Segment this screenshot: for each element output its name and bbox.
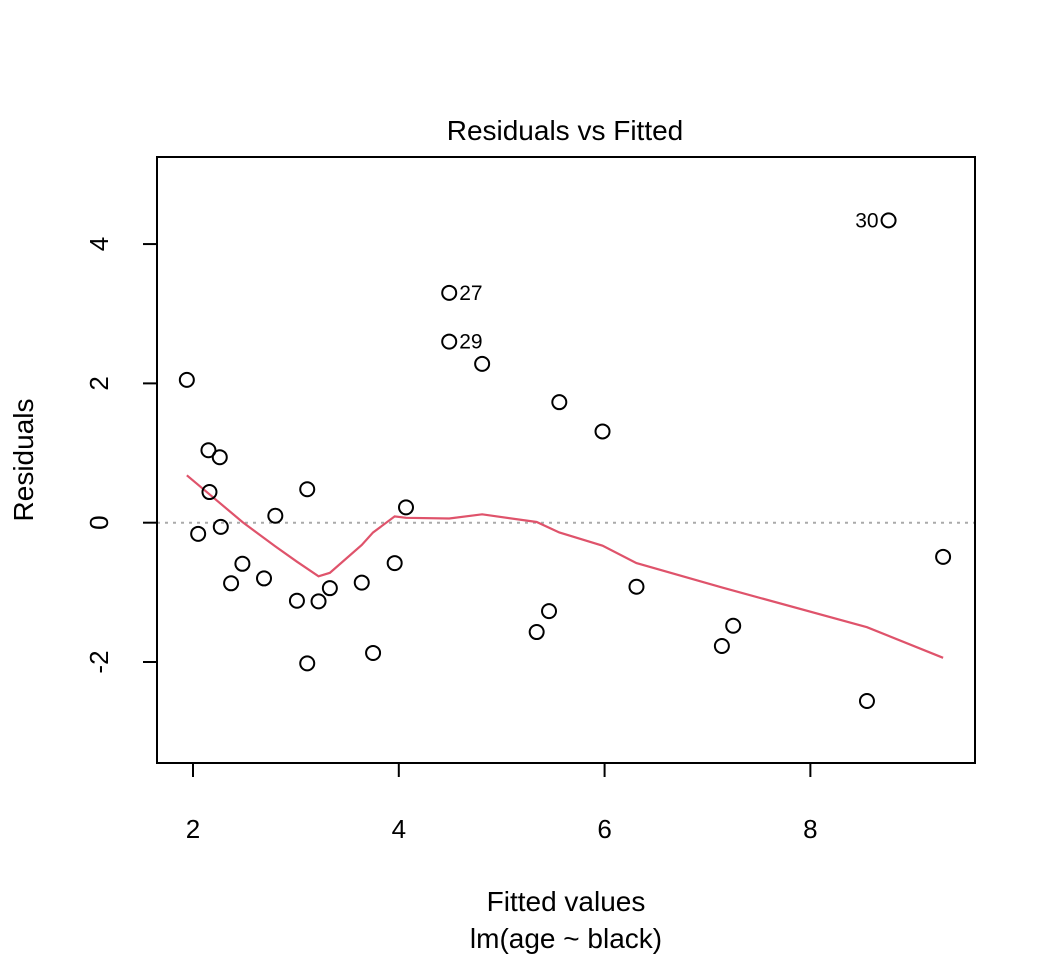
data-point <box>441 333 458 350</box>
data-point <box>398 499 415 516</box>
y-axis: -2 0 2 4 <box>84 237 158 674</box>
point-id-label: 27 <box>459 282 482 305</box>
x-tick-label: 6 <box>597 814 611 844</box>
data-point <box>288 592 305 609</box>
data-point <box>256 570 273 587</box>
y-tick-label: 4 <box>84 237 114 251</box>
smooth-trend-line <box>186 474 944 659</box>
data-point <box>178 371 195 388</box>
x-tick-label: 4 <box>392 814 406 844</box>
data-point <box>353 574 370 591</box>
data-point <box>201 484 218 501</box>
x-axis: 2 4 6 8 <box>186 762 818 844</box>
y-tick-label: 0 <box>84 515 114 529</box>
x-tick-label: 2 <box>186 814 200 844</box>
y-axis-title: Residuals <box>8 399 39 522</box>
data-point <box>223 575 240 592</box>
data-point <box>713 637 730 654</box>
chart-title: Residuals vs Fitted <box>447 115 684 146</box>
data-points <box>178 212 952 710</box>
plot-frame <box>156 156 976 764</box>
point-id-label: 30 <box>855 209 878 232</box>
x-axis-title: Fitted values <box>487 886 646 917</box>
data-point <box>441 284 458 301</box>
point-id-label: 29 <box>459 331 482 354</box>
data-point <box>880 212 897 229</box>
data-point <box>211 449 228 466</box>
data-point <box>190 525 207 542</box>
data-point <box>858 693 875 710</box>
data-point <box>935 548 952 565</box>
data-point <box>594 423 611 440</box>
data-point <box>528 624 545 641</box>
data-point <box>386 555 403 572</box>
data-point <box>474 355 491 372</box>
plot-area: 27 29 30 <box>157 209 975 710</box>
data-point <box>299 655 316 672</box>
data-point <box>200 442 217 459</box>
data-point <box>310 593 327 610</box>
data-point <box>541 603 558 620</box>
point-labels: 27 29 30 <box>459 209 878 353</box>
data-point <box>628 578 645 595</box>
data-point <box>725 617 742 634</box>
x-tick-label: 8 <box>803 814 817 844</box>
model-subtitle: lm(age ~ black) <box>470 923 662 954</box>
data-point <box>551 394 568 411</box>
data-point <box>212 518 229 535</box>
data-point <box>267 507 284 524</box>
data-point <box>299 481 316 498</box>
data-point <box>321 580 338 597</box>
y-tick-label: -2 <box>84 650 114 673</box>
y-tick-label: 2 <box>84 376 114 390</box>
data-point <box>365 644 382 661</box>
data-point <box>234 555 251 572</box>
